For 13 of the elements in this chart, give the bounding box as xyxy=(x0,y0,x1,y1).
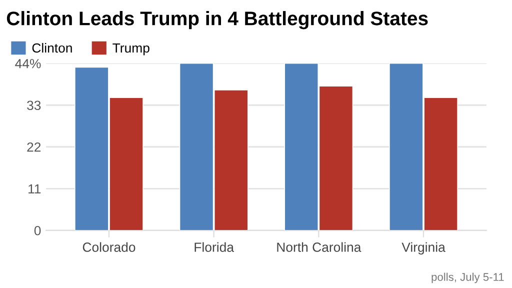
x-tick-label: Florida xyxy=(194,242,234,252)
y-tick-label: 22 xyxy=(27,142,41,152)
chart-title: Clinton Leads Trump in 4 Battleground States xyxy=(6,11,428,30)
y-tick-label: 44% xyxy=(15,58,41,68)
legend-label: Trump xyxy=(112,43,150,56)
y-tick-label: 33 xyxy=(27,100,41,110)
x-tick-label: Colorado xyxy=(82,242,136,252)
x-tick-label: North Carolina xyxy=(277,242,362,252)
y-tick-label: 0 xyxy=(34,226,41,236)
y-tick-label: 11 xyxy=(28,184,41,194)
text: polls, July 5-11 xyxy=(432,272,504,284)
x-tick-label: Virginia xyxy=(402,242,446,255)
legend-label: Clinton xyxy=(32,42,72,53)
